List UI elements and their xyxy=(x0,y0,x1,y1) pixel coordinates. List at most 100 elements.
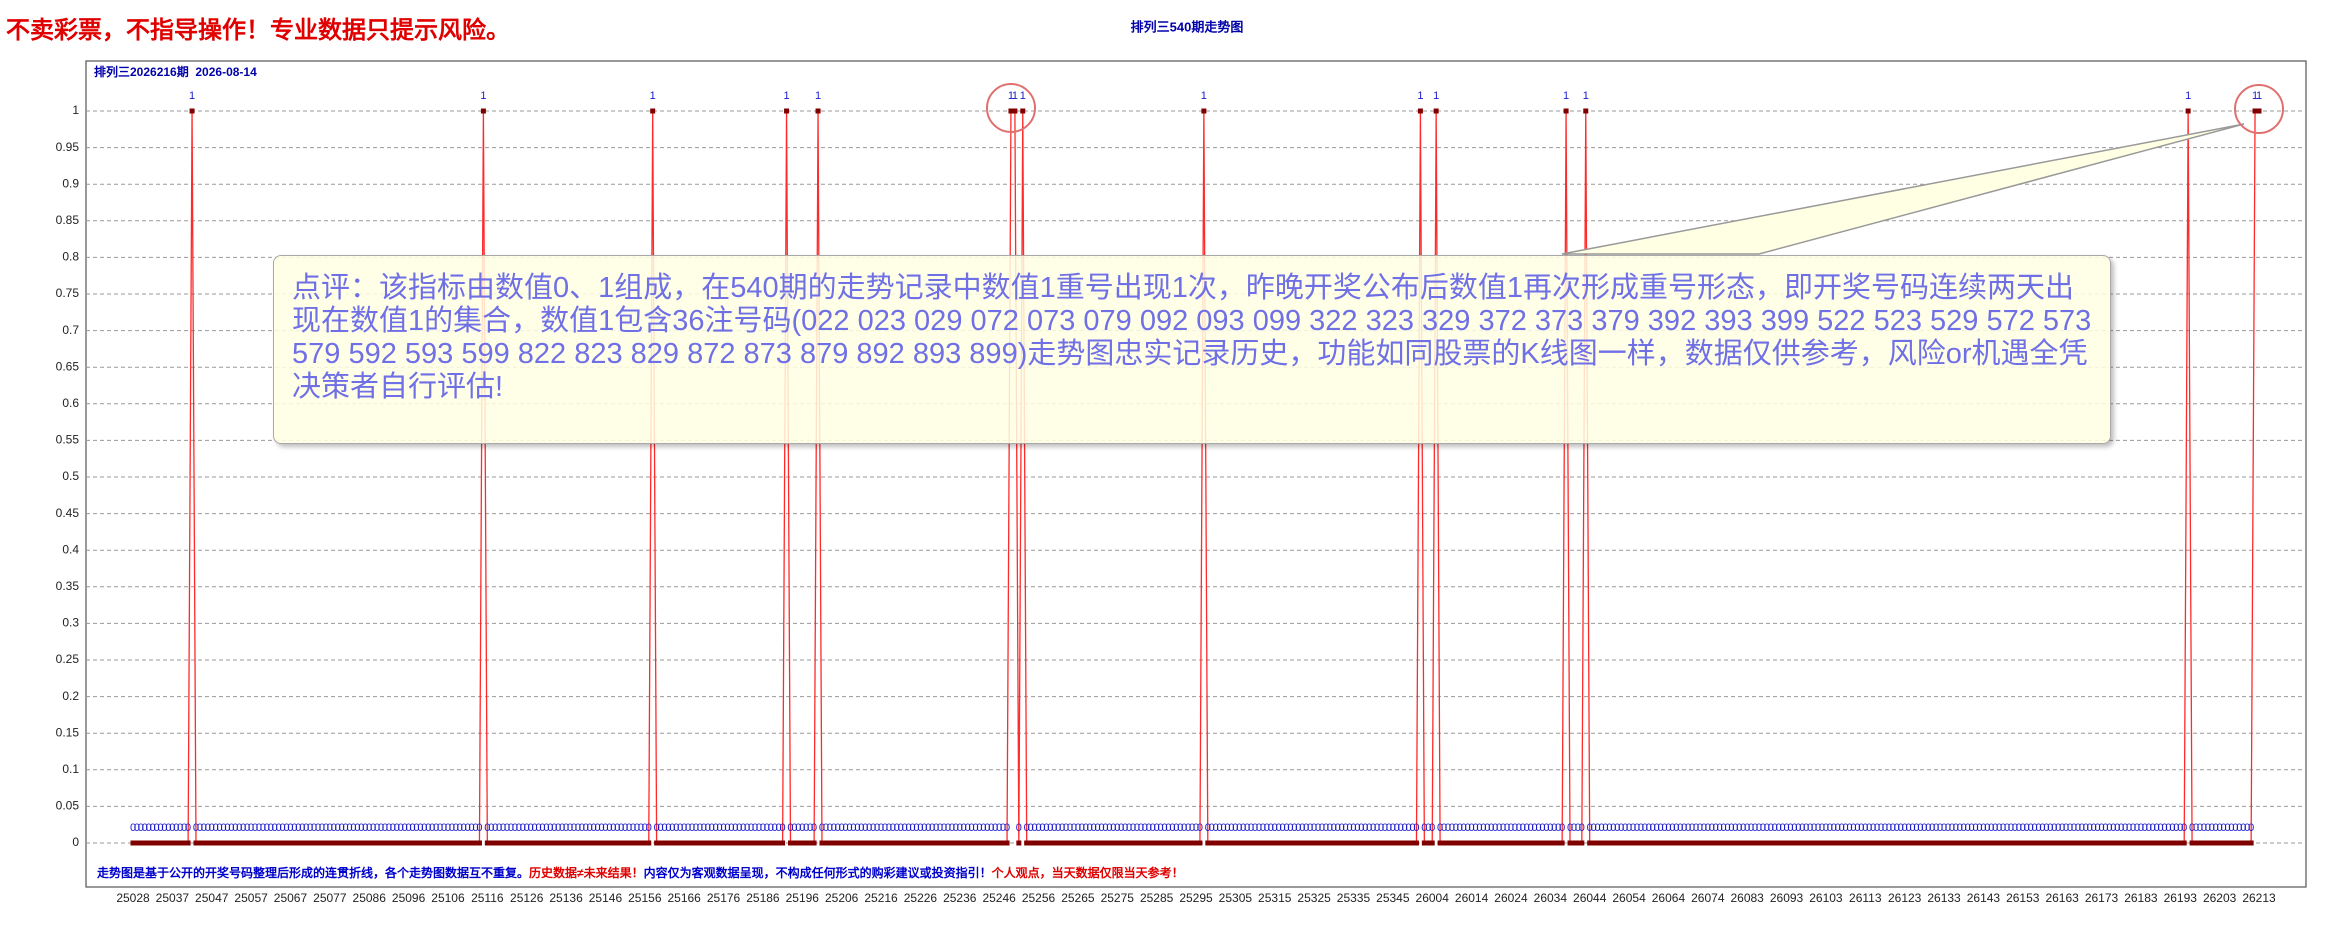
point-marker xyxy=(1973,840,1979,846)
value-label: 1 xyxy=(650,90,656,102)
point-marker xyxy=(1689,840,1695,846)
point-marker xyxy=(244,840,250,846)
value-label: 0 xyxy=(496,822,502,834)
point-marker xyxy=(1248,840,1254,846)
value-label: 0 xyxy=(1232,822,1238,834)
point-marker xyxy=(1205,840,1211,846)
value-label: 0 xyxy=(1504,822,1510,834)
value-label: 0 xyxy=(1681,822,1687,834)
point-marker xyxy=(1898,840,1904,846)
value-label: 0 xyxy=(1752,822,1758,834)
point-marker xyxy=(480,108,486,114)
value-label: 0 xyxy=(307,822,313,834)
x-tick-label: 25226 xyxy=(904,891,938,905)
value-label: 1 xyxy=(1563,90,1569,102)
value-label: 0 xyxy=(2244,822,2250,834)
value-label: 0 xyxy=(1551,822,1557,834)
value-label: 0 xyxy=(1756,822,1762,834)
value-label: 0 xyxy=(2047,822,2053,834)
value-label: 0 xyxy=(1835,822,1841,834)
value-label: 0 xyxy=(535,822,541,834)
point-marker xyxy=(1854,840,1860,846)
point-marker xyxy=(2221,840,2227,846)
value-label: 0 xyxy=(1158,822,1164,834)
point-marker xyxy=(287,840,293,846)
value-label: 0 xyxy=(311,822,317,834)
point-marker xyxy=(1162,840,1168,846)
point-marker xyxy=(890,840,896,846)
value-label: 0 xyxy=(874,822,880,834)
value-label: 0 xyxy=(1319,822,1325,834)
point-marker xyxy=(925,840,931,846)
point-marker xyxy=(795,840,801,846)
value-label: 0 xyxy=(339,822,345,834)
value-label: 0 xyxy=(1827,822,1833,834)
point-marker xyxy=(1291,840,1297,846)
value-label: 0 xyxy=(2016,822,2022,834)
point-marker xyxy=(1752,840,1758,846)
point-marker xyxy=(1843,840,1849,846)
point-marker xyxy=(1654,840,1660,846)
value-label: 0 xyxy=(1996,822,2002,834)
point-marker xyxy=(1224,840,1230,846)
point-marker xyxy=(1339,840,1345,846)
point-marker xyxy=(339,840,345,846)
point-marker xyxy=(461,840,467,846)
value-label: 0 xyxy=(1283,822,1289,834)
value-label: 0 xyxy=(1587,822,1593,834)
point-marker xyxy=(976,840,982,846)
point-marker xyxy=(1599,840,1605,846)
value-label: 0 xyxy=(283,822,289,834)
point-marker xyxy=(1469,840,1475,846)
value-label: 1 xyxy=(1583,90,1589,102)
value-label: 0 xyxy=(1732,822,1738,834)
point-marker xyxy=(1386,840,1392,846)
point-marker xyxy=(2256,108,2262,114)
value-label: 0 xyxy=(1539,822,1545,834)
point-marker xyxy=(662,840,667,846)
value-label: 0 xyxy=(1929,822,1935,834)
point-marker xyxy=(866,840,872,846)
value-label: 0 xyxy=(728,822,734,834)
point-marker xyxy=(2197,840,2203,846)
value-label: 0 xyxy=(1760,822,1766,834)
value-label: 0 xyxy=(1350,822,1356,834)
value-label: 0 xyxy=(2000,822,2006,834)
value-label: 0 xyxy=(1134,822,1140,834)
point-marker xyxy=(992,840,998,846)
point-marker xyxy=(2083,840,2089,846)
point-marker xyxy=(1547,840,1553,846)
point-marker xyxy=(1177,840,1183,846)
value-label: 0 xyxy=(1217,822,1223,834)
value-label: 0 xyxy=(1228,822,1234,834)
point-marker xyxy=(2185,108,2191,114)
point-marker xyxy=(1965,840,1971,846)
point-marker xyxy=(748,840,754,846)
point-marker xyxy=(941,840,947,846)
point-marker xyxy=(973,840,979,846)
point-marker xyxy=(823,840,829,846)
point-marker xyxy=(1622,840,1628,846)
value-label: 0 xyxy=(1224,822,1230,834)
value-label: 0 xyxy=(295,822,301,834)
value-label: 0 xyxy=(1437,822,1443,834)
point-marker xyxy=(1693,840,1699,846)
point-marker xyxy=(543,840,549,846)
point-marker xyxy=(1413,840,1419,846)
point-marker xyxy=(1181,840,1187,846)
value-label: 0 xyxy=(1937,822,1943,834)
value-label: 1 xyxy=(2256,90,2262,102)
point-marker xyxy=(488,840,494,846)
point-marker xyxy=(185,840,191,846)
value-label: 0 xyxy=(157,822,163,834)
value-label: 0 xyxy=(1972,822,1978,834)
point-marker xyxy=(1725,840,1730,846)
x-tick-label: 25086 xyxy=(353,891,387,905)
value-label: 0 xyxy=(846,822,852,834)
value-label: 1 xyxy=(2252,90,2258,102)
point-marker xyxy=(2228,840,2234,846)
point-marker xyxy=(1236,840,1242,846)
point-marker xyxy=(386,840,392,846)
point-marker xyxy=(1953,840,1959,846)
x-tick-label: 26113 xyxy=(1849,891,1882,905)
